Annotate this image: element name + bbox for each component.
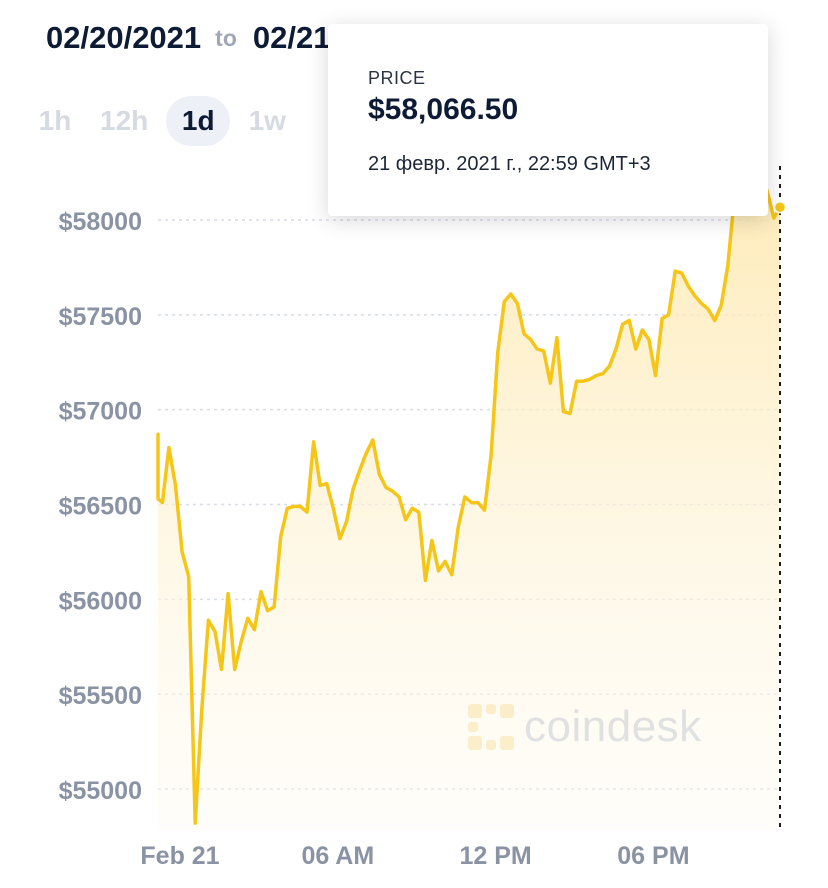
range-tab-1h[interactable]: 1h [38,105,72,136]
x-tick-label-3: 06 PM [617,842,689,870]
y-tick-label-56500: $56500 [59,493,142,521]
y-tick-label-55000: $55000 [59,777,142,805]
range-tab-1w[interactable]: 1w [248,105,286,136]
y-tick-label-55500: $55500 [59,682,142,710]
price-line [156,158,782,825]
y-tick-label-57000: $57000 [59,398,142,426]
price-area-fill [158,160,780,830]
coindesk-logo-icon [468,704,514,750]
range-tab-12h[interactable]: 12h [100,105,149,136]
y-tick-label-56000: $56000 [59,587,142,615]
coindesk-watermark: coindesk [468,702,702,752]
tooltip-time: 21 февр. 2021 г., 22:59 GMT+3 [368,153,651,175]
start-date[interactable]: 02/20/2021 [46,20,202,55]
x-tick-label-1: 06 AM [301,842,374,870]
x-tick-label-2: 12 PM [459,842,531,870]
range-tab-1d[interactable]: 1d [166,96,231,146]
price-tooltip: PRICE $58,066.50 21 февр. 2021 г., 22:59… [328,24,768,216]
hover-point-marker [773,201,787,214]
y-tick-label-57500: $57500 [59,303,142,331]
range-selector: 1h 12h 1d 1w [28,96,304,146]
tooltip-label: PRICE [368,68,426,88]
y-tick-label-58000: $58000 [59,208,142,236]
tooltip-price: $58,066.50 [368,93,519,126]
x-tick-label-0: Feb 21 [140,842,219,870]
watermark-text: coindesk [524,702,702,751]
to-label: to [215,24,237,51]
